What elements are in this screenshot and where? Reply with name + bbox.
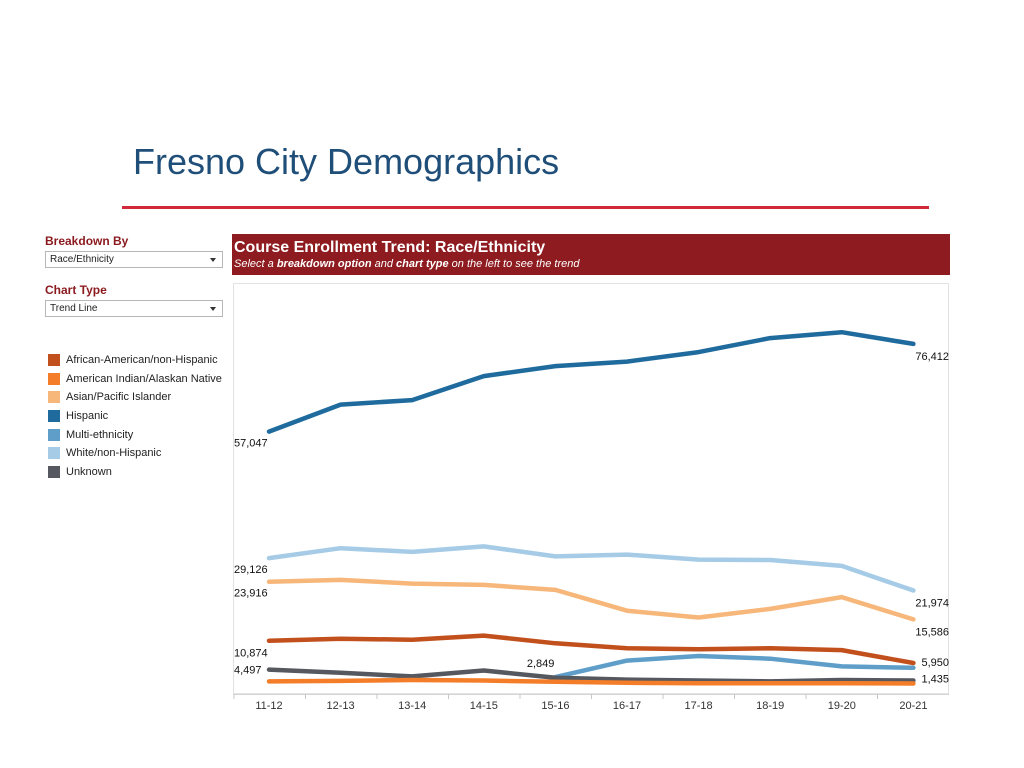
legend-label: American Indian/Alaskan Native: [66, 372, 222, 385]
legend-item[interactable]: White/non-Hispanic: [48, 444, 222, 463]
legend-label: Multi-ethnicity: [66, 428, 134, 441]
data-label: 23,916: [234, 588, 268, 600]
series-line-american-indian-alaskan-native[interactable]: [266, 677, 916, 686]
chart-subtitle: Select a breakdown option and chart type…: [234, 258, 580, 270]
data-label: 76,412: [915, 351, 949, 363]
series-line-multi-ethnicity[interactable]: [553, 653, 916, 680]
data-label: 2,849: [527, 658, 555, 670]
data-label: 21,974: [915, 597, 949, 609]
series-line-unknown[interactable]: [266, 667, 916, 684]
series-line-african-american-non-hispanic[interactable]: [266, 633, 916, 666]
legend-swatch: [48, 447, 60, 460]
x-tick-label: 14-15: [470, 700, 498, 712]
legend-item[interactable]: Asian/Pacific Islander: [48, 388, 222, 407]
legend-swatch: [48, 391, 60, 404]
legend-item[interactable]: African-American/non-Hispanic: [48, 351, 222, 370]
breakdown-select-value: Race/Ethnicity: [50, 254, 114, 265]
chart-type-select[interactable]: Trend Line: [45, 300, 223, 317]
chart-type-label: Chart Type: [45, 283, 107, 297]
legend-swatch: [48, 465, 60, 478]
legend-label: Asian/Pacific Islander: [66, 391, 172, 404]
legend-label: Hispanic: [66, 410, 109, 423]
x-tick-label: 15-16: [541, 700, 569, 712]
title-divider: [122, 206, 929, 209]
chevron-down-icon: [210, 258, 216, 262]
breakdown-label: Breakdown By: [45, 234, 129, 248]
legend-swatch: [48, 354, 60, 367]
chart-type-select-value: Trend Line: [50, 303, 98, 314]
legend-label: African-American/non-Hispanic: [66, 354, 218, 367]
series-line-white-non-hispanic[interactable]: [266, 544, 916, 593]
x-tick-label: 13-14: [398, 700, 426, 712]
data-label: 4,497: [234, 665, 262, 677]
x-tick-label: 20-21: [899, 700, 927, 712]
x-tick-label: 16-17: [613, 700, 641, 712]
legend-item[interactable]: Unknown: [48, 463, 222, 482]
data-label: 5,950: [921, 657, 949, 669]
chart-header: Course Enrollment Trend: Race/Ethnicity …: [232, 234, 950, 275]
chevron-down-icon: [210, 307, 216, 311]
chart-title: Course Enrollment Trend: Race/Ethnicity: [234, 239, 546, 256]
data-label: 29,126: [234, 564, 268, 576]
series-line-hispanic[interactable]: [266, 329, 916, 434]
data-label: 10,874: [234, 648, 268, 660]
chart-legend: African-American/non-Hispanic American I…: [48, 351, 222, 481]
x-tick-label: 17-18: [685, 700, 713, 712]
legend-swatch: [48, 428, 60, 441]
legend-label: White/non-Hispanic: [66, 447, 162, 460]
data-label: 15,586: [915, 626, 949, 638]
x-tick-label: 18-19: [756, 700, 784, 712]
legend-swatch: [48, 410, 60, 423]
data-label: 1,435: [921, 674, 949, 686]
legend-item[interactable]: Multi-ethnicity: [48, 425, 222, 444]
x-tick-label: 12-13: [327, 700, 355, 712]
slide-title: Fresno City Demographics: [133, 141, 560, 182]
x-tick-label: 11-12: [255, 700, 282, 712]
x-tick-label: 19-20: [828, 700, 856, 712]
series-line-asian-pacific-islander[interactable]: [266, 577, 916, 622]
legend-item[interactable]: American Indian/Alaskan Native: [48, 370, 222, 389]
legend-label: Unknown: [66, 465, 112, 478]
data-label: 57,047: [234, 438, 268, 450]
legend-swatch: [48, 372, 60, 385]
legend-item[interactable]: Hispanic: [48, 407, 222, 426]
breakdown-select[interactable]: Race/Ethnicity: [45, 251, 223, 268]
